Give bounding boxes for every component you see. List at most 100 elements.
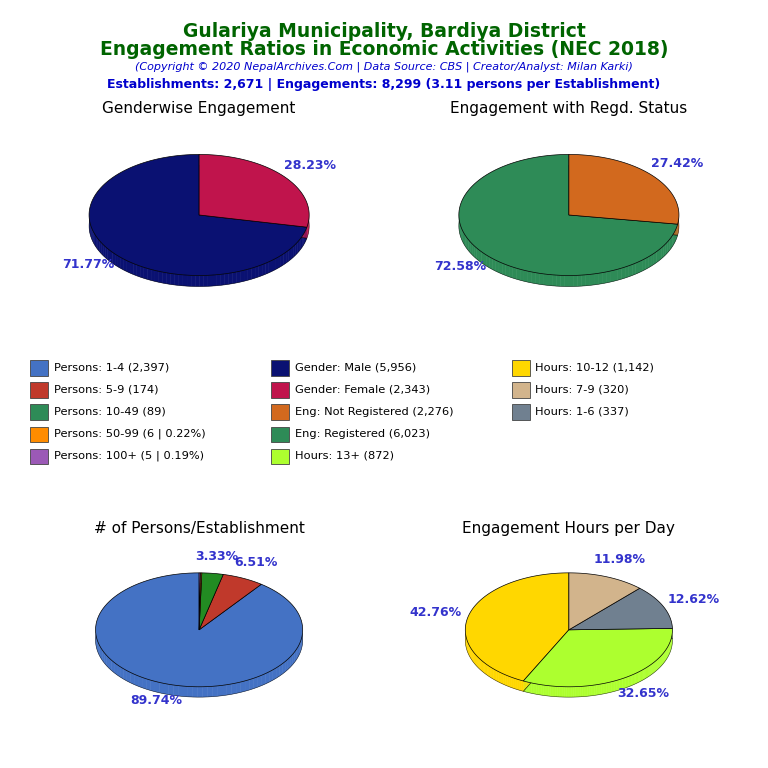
Polygon shape <box>563 687 564 697</box>
Polygon shape <box>296 242 297 255</box>
Polygon shape <box>502 674 504 684</box>
Polygon shape <box>590 274 594 286</box>
Polygon shape <box>556 275 561 286</box>
Polygon shape <box>283 661 285 674</box>
Polygon shape <box>551 686 552 697</box>
Polygon shape <box>508 676 509 687</box>
Text: 3.33%: 3.33% <box>195 550 238 563</box>
Polygon shape <box>199 573 223 630</box>
Polygon shape <box>675 229 676 242</box>
Polygon shape <box>296 647 298 660</box>
Polygon shape <box>536 273 540 284</box>
Polygon shape <box>127 260 130 273</box>
Text: 42.76%: 42.76% <box>409 607 462 619</box>
Polygon shape <box>570 687 571 697</box>
Polygon shape <box>98 239 99 252</box>
Polygon shape <box>525 681 527 692</box>
FancyBboxPatch shape <box>30 449 48 465</box>
Polygon shape <box>293 244 296 257</box>
Polygon shape <box>629 264 632 276</box>
Polygon shape <box>473 652 474 664</box>
Text: Gender: Male (5,956): Gender: Male (5,956) <box>295 362 416 372</box>
Text: 28.23%: 28.23% <box>284 159 336 172</box>
Polygon shape <box>253 677 258 689</box>
Polygon shape <box>250 678 253 690</box>
Polygon shape <box>487 255 490 268</box>
Polygon shape <box>477 657 478 668</box>
Polygon shape <box>616 680 618 691</box>
FancyBboxPatch shape <box>30 405 48 420</box>
Polygon shape <box>605 683 607 694</box>
FancyBboxPatch shape <box>30 382 48 398</box>
FancyBboxPatch shape <box>271 449 289 465</box>
Polygon shape <box>475 246 477 259</box>
Polygon shape <box>101 243 103 256</box>
Polygon shape <box>642 670 644 680</box>
FancyBboxPatch shape <box>271 360 289 376</box>
Polygon shape <box>236 682 240 694</box>
Polygon shape <box>674 231 675 244</box>
Polygon shape <box>301 236 303 249</box>
Polygon shape <box>577 687 579 697</box>
Polygon shape <box>465 236 467 249</box>
Polygon shape <box>651 253 654 266</box>
Polygon shape <box>657 250 659 263</box>
Polygon shape <box>544 274 548 286</box>
Polygon shape <box>569 573 640 630</box>
Text: Eng: Not Registered (2,276): Eng: Not Registered (2,276) <box>295 406 453 416</box>
Polygon shape <box>493 669 495 680</box>
Polygon shape <box>188 687 193 697</box>
Polygon shape <box>224 273 228 285</box>
Polygon shape <box>91 227 92 241</box>
Text: Persons: 5-9 (174): Persons: 5-9 (174) <box>54 385 158 395</box>
Polygon shape <box>95 573 303 687</box>
Polygon shape <box>103 650 104 664</box>
Polygon shape <box>637 672 638 683</box>
Polygon shape <box>163 272 167 284</box>
Polygon shape <box>107 655 109 668</box>
Polygon shape <box>299 238 301 251</box>
Polygon shape <box>639 260 642 273</box>
Polygon shape <box>472 244 475 257</box>
Polygon shape <box>227 684 231 695</box>
Polygon shape <box>547 686 548 696</box>
Polygon shape <box>544 685 545 696</box>
Polygon shape <box>170 273 174 285</box>
Polygon shape <box>178 686 183 697</box>
Text: Gender: Female (2,343): Gender: Female (2,343) <box>295 385 430 395</box>
Polygon shape <box>490 257 492 270</box>
Polygon shape <box>495 260 499 273</box>
Polygon shape <box>303 232 305 245</box>
Polygon shape <box>618 680 620 690</box>
Polygon shape <box>159 271 163 283</box>
Polygon shape <box>659 248 661 261</box>
Polygon shape <box>545 685 547 696</box>
Polygon shape <box>115 254 118 266</box>
Polygon shape <box>251 267 255 280</box>
Polygon shape <box>485 663 486 674</box>
Title: Engagement Hours per Day: Engagement Hours per Day <box>462 521 675 537</box>
Polygon shape <box>584 686 586 697</box>
Polygon shape <box>476 655 477 667</box>
Polygon shape <box>117 664 120 677</box>
Text: Hours: 7-9 (320): Hours: 7-9 (320) <box>535 385 629 395</box>
Polygon shape <box>511 677 513 688</box>
Polygon shape <box>290 654 293 667</box>
Polygon shape <box>467 237 468 251</box>
Polygon shape <box>147 268 151 280</box>
Polygon shape <box>204 275 208 286</box>
Polygon shape <box>283 252 286 265</box>
Polygon shape <box>558 687 559 697</box>
Polygon shape <box>575 687 577 697</box>
Polygon shape <box>661 246 664 259</box>
Polygon shape <box>465 573 569 681</box>
Polygon shape <box>569 165 679 235</box>
Polygon shape <box>475 654 476 666</box>
Polygon shape <box>602 272 606 283</box>
Polygon shape <box>174 685 178 696</box>
Polygon shape <box>537 684 538 694</box>
Polygon shape <box>200 276 204 286</box>
Polygon shape <box>648 666 649 677</box>
Polygon shape <box>621 679 623 690</box>
Polygon shape <box>461 227 462 240</box>
